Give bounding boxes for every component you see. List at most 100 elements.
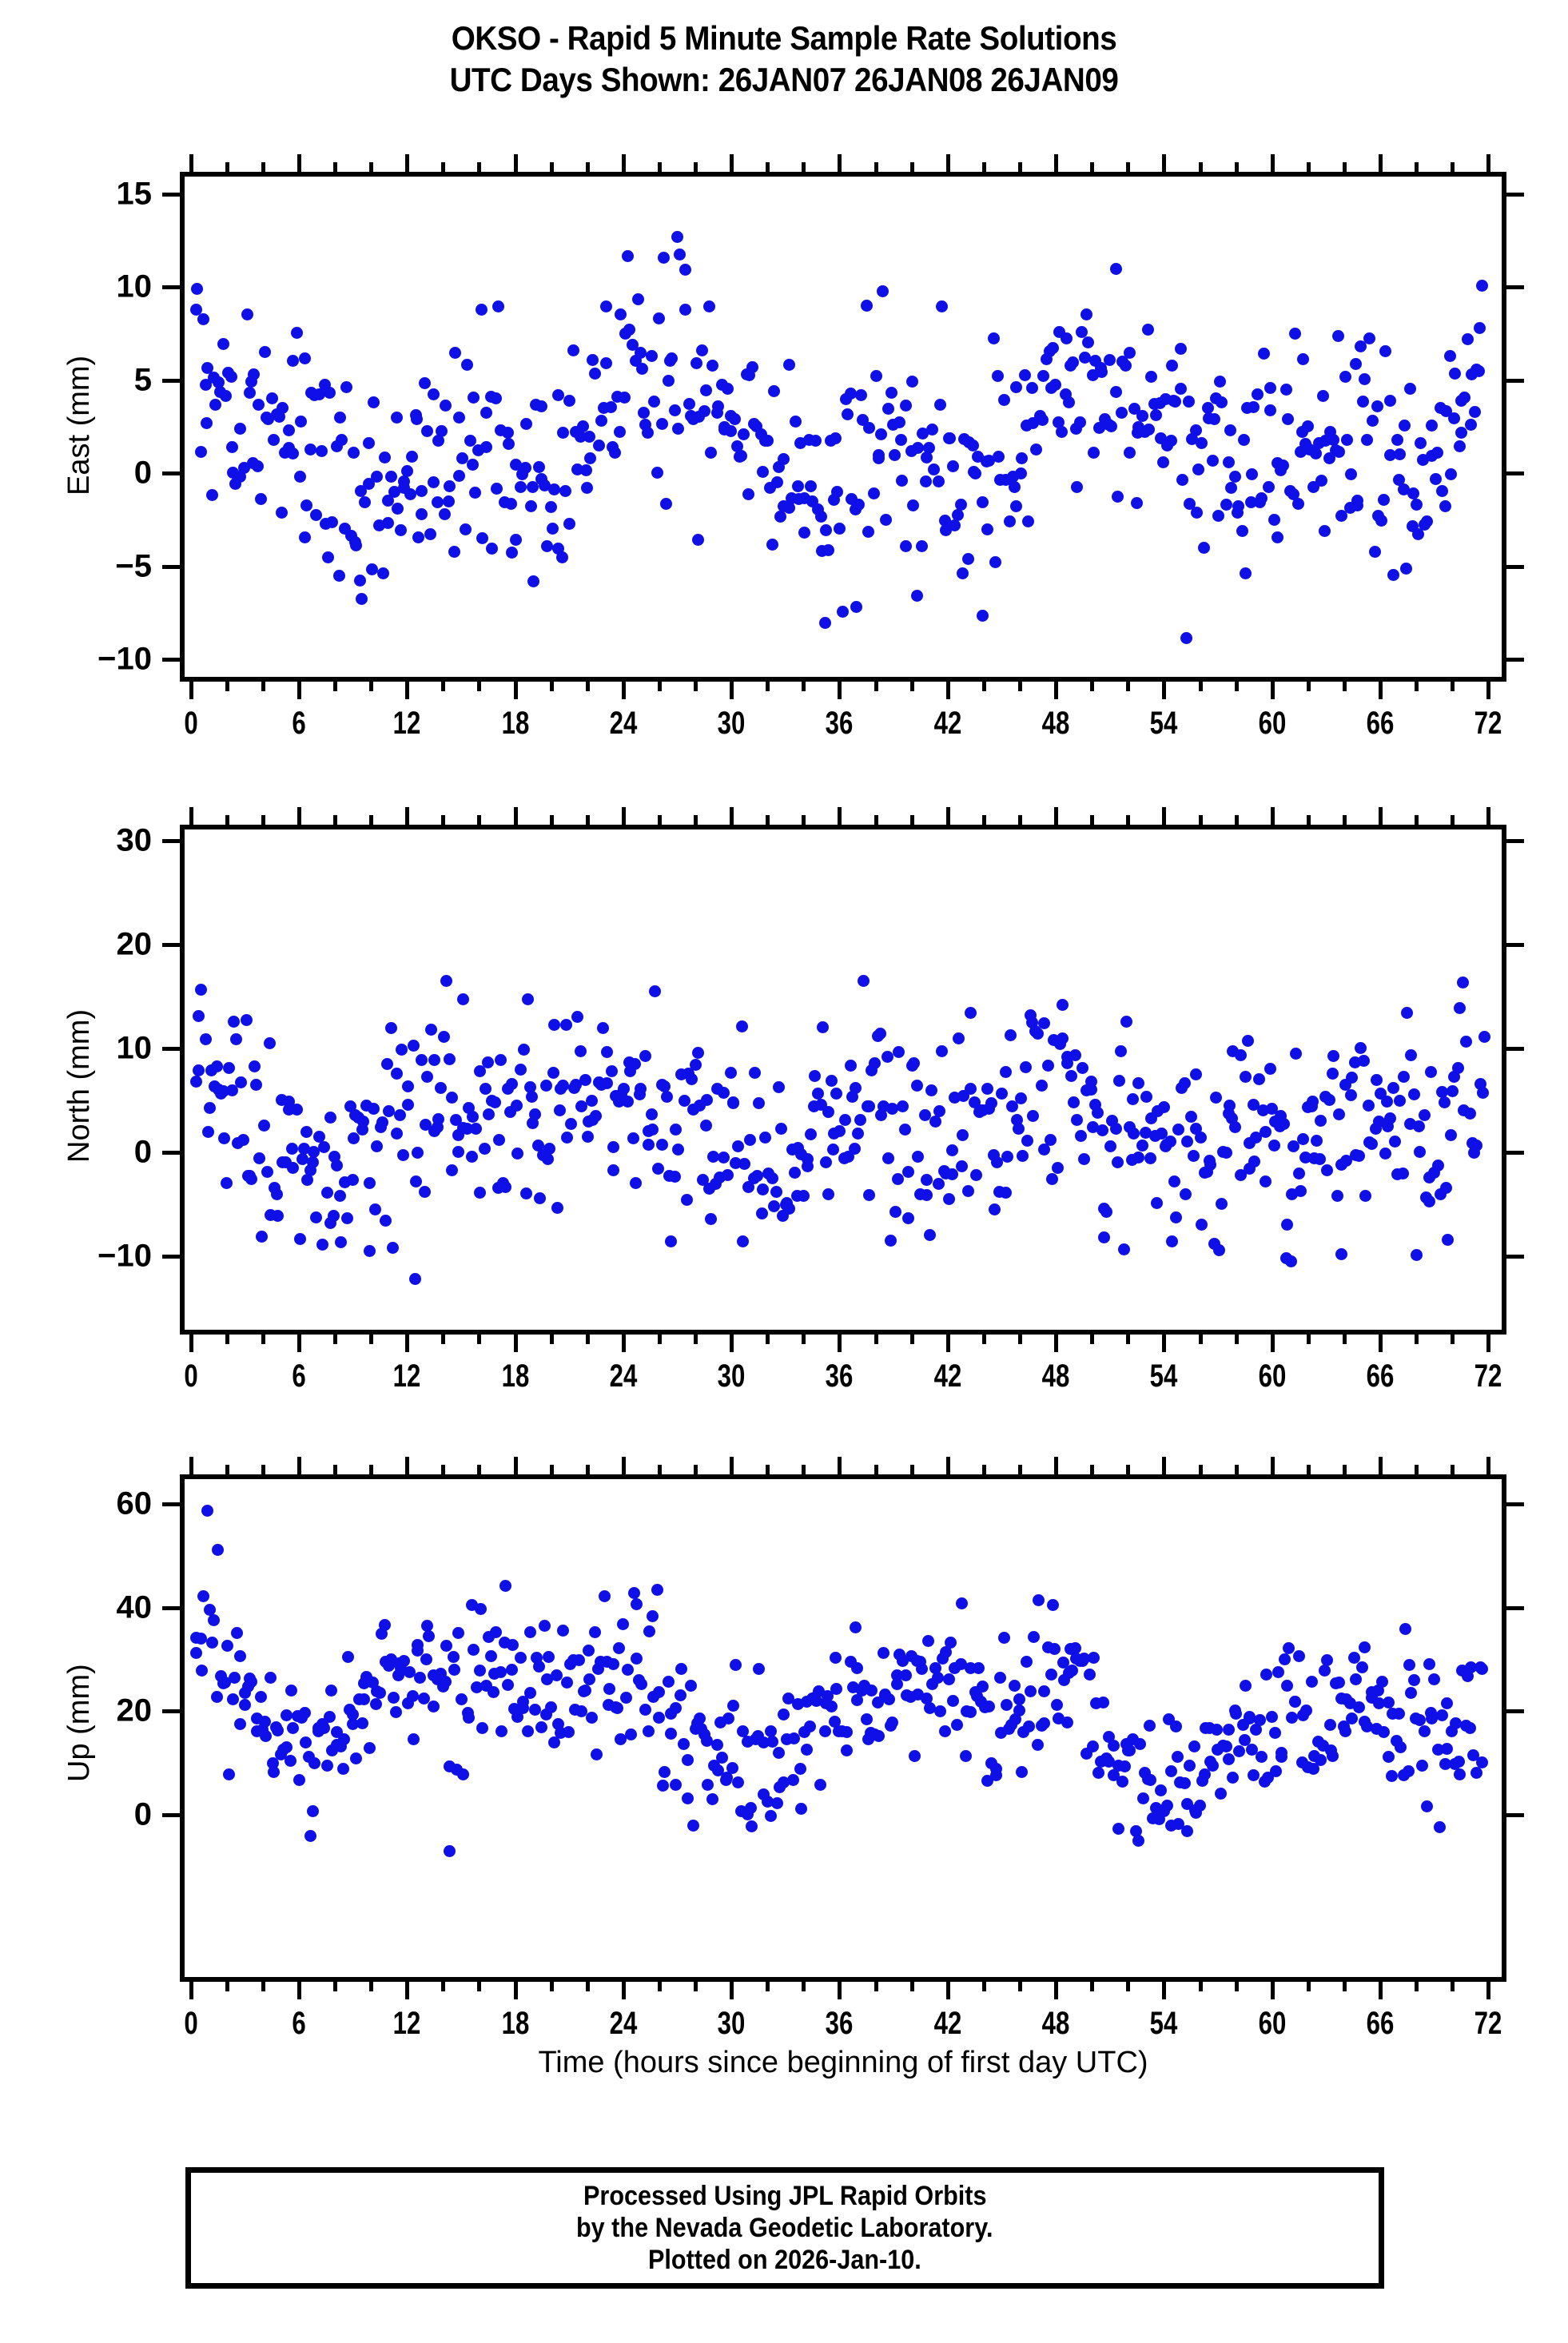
data-point	[1032, 1028, 1045, 1040]
data-point	[1029, 444, 1042, 456]
data-point	[1441, 1742, 1454, 1755]
y-tick-major	[162, 285, 180, 290]
data-point	[681, 1792, 694, 1804]
data-point	[652, 1162, 665, 1175]
data-point	[1254, 1714, 1267, 1726]
data-point	[918, 1108, 931, 1121]
data-point	[1046, 1598, 1059, 1611]
x-tick-minor-top	[477, 815, 482, 825]
data-point	[271, 1187, 284, 1200]
x-tick-label: 66	[1366, 2006, 1395, 2041]
data-point	[356, 593, 368, 606]
data-point	[195, 1664, 208, 1677]
y-tick-major-right	[1506, 942, 1524, 947]
data-point	[977, 1680, 989, 1693]
data-point	[686, 1819, 699, 1832]
data-point	[1019, 1061, 1032, 1074]
data-point	[264, 1672, 277, 1684]
data-point	[1102, 1756, 1115, 1768]
data-point	[683, 398, 695, 411]
data-point	[805, 1128, 817, 1141]
data-point	[478, 1142, 491, 1155]
data-point	[1112, 490, 1124, 503]
data-point	[1174, 342, 1187, 355]
data-point	[480, 440, 492, 453]
y-tick-major-right	[1506, 1151, 1524, 1156]
data-point	[774, 510, 787, 523]
data-point	[1359, 1190, 1371, 1202]
y-tick-major	[162, 1151, 180, 1156]
data-point	[199, 378, 212, 391]
data-point	[907, 499, 920, 512]
data-point	[1283, 1642, 1295, 1655]
data-point	[1223, 1752, 1236, 1765]
data-point	[1423, 1657, 1435, 1670]
data-point	[863, 1100, 876, 1112]
y-tick-label: 10	[116, 1030, 153, 1066]
data-point	[1248, 1768, 1260, 1781]
data-point	[1469, 406, 1482, 419]
x-tick-major-top	[1379, 1457, 1383, 1474]
data-point	[1244, 1710, 1256, 1723]
data-point	[1164, 1765, 1177, 1778]
data-point	[964, 1082, 977, 1095]
data-point	[1236, 525, 1249, 538]
data-point	[985, 1097, 998, 1110]
data-point	[1352, 1149, 1365, 1162]
data-point	[742, 487, 755, 500]
x-tick-major-top	[621, 807, 626, 825]
x-tick-minor	[1090, 1335, 1095, 1344]
data-point	[1092, 422, 1105, 435]
data-point	[1104, 354, 1116, 367]
data-point	[440, 1640, 453, 1653]
x-tick-label: 72	[1474, 2006, 1502, 2041]
data-point	[362, 437, 375, 449]
data-point	[201, 1125, 214, 1138]
x-tick-major-top	[296, 154, 301, 172]
data-point	[1278, 1653, 1291, 1665]
data-point	[699, 1119, 712, 1132]
data-point	[1355, 1661, 1368, 1673]
x-tick-minor-top	[477, 162, 482, 172]
data-point	[1354, 340, 1367, 353]
data-point	[965, 1006, 977, 1019]
data-point	[668, 1170, 681, 1183]
data-point	[264, 1036, 277, 1049]
x-tick-minor	[225, 1982, 229, 1991]
data-point	[1013, 1123, 1025, 1136]
data-point	[461, 358, 474, 371]
panel-up-plot-area[interactable]	[180, 1474, 1506, 1982]
panel-north-plot-area[interactable]	[180, 825, 1506, 1335]
data-point	[755, 1207, 768, 1220]
data-point	[369, 1203, 382, 1216]
x-tick-major	[838, 1982, 842, 1999]
panel-east-plot-area[interactable]	[180, 172, 1506, 682]
x-tick-major	[1486, 682, 1491, 699]
x-tick-major-top	[1270, 154, 1275, 172]
data-point	[499, 1579, 512, 1592]
data-point	[1042, 1059, 1054, 1072]
data-point	[1083, 1669, 1096, 1681]
data-point	[219, 389, 232, 402]
x-tick-major	[296, 1335, 301, 1352]
footer-line-1: Processed Using JPL Rapid Orbits	[583, 2181, 987, 2211]
data-point	[695, 344, 708, 356]
data-point	[1420, 515, 1433, 528]
x-tick-minor-top	[1198, 162, 1203, 172]
y-tick-label: 30	[116, 822, 153, 858]
data-point	[440, 975, 453, 988]
data-point	[571, 1011, 584, 1024]
data-point	[347, 446, 360, 459]
data-point	[324, 387, 336, 400]
data-point	[514, 1651, 527, 1664]
data-point	[1076, 1061, 1088, 1074]
data-point	[1314, 1153, 1327, 1166]
y-tick-major-right	[1506, 471, 1524, 476]
data-point	[1181, 1135, 1193, 1148]
x-tick-major	[296, 682, 301, 699]
data-point	[294, 416, 307, 428]
data-point	[1108, 1740, 1120, 1752]
data-point	[444, 479, 456, 492]
y-tick-label: 20	[116, 926, 153, 962]
x-tick-minor-top	[441, 162, 446, 172]
